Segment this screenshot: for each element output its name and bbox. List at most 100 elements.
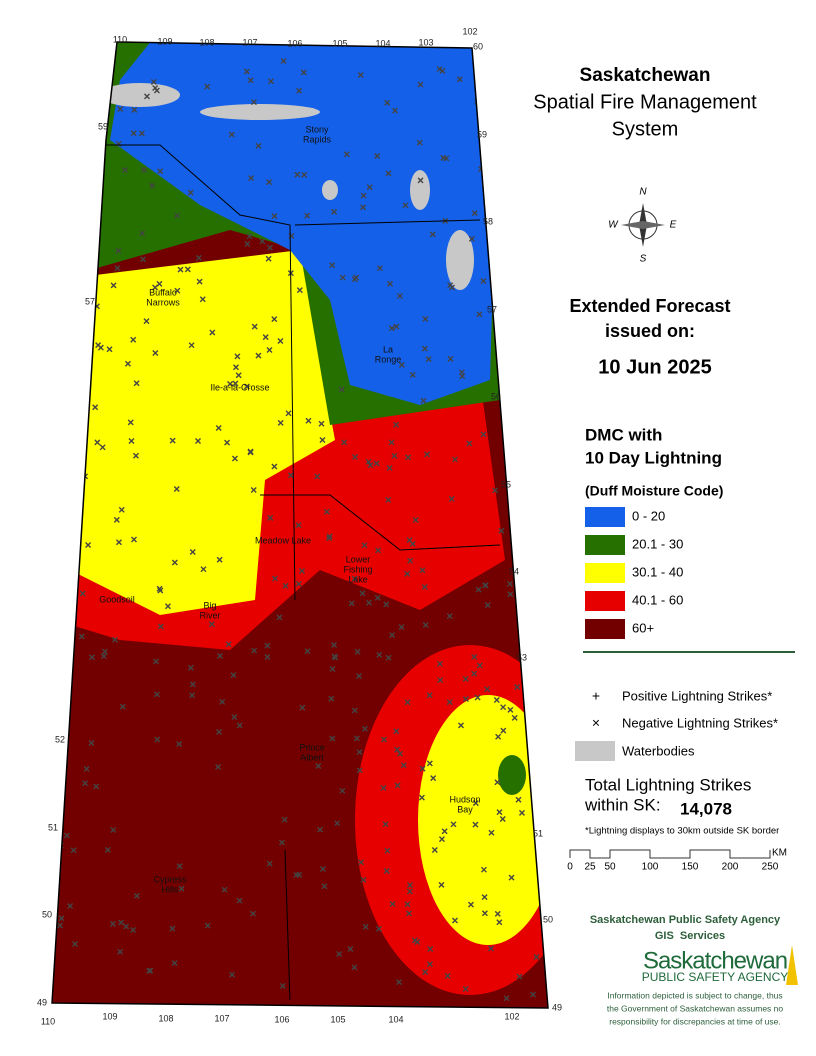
strike [138,130,145,137]
strike [279,982,286,989]
legend-swatch [585,507,625,527]
longitude-label: 105 [330,1014,345,1024]
strike [336,950,343,957]
strike [438,836,445,843]
strike [215,763,222,770]
strike [282,582,289,589]
strike [232,364,239,371]
zone-20-30 [498,755,526,795]
strike [266,179,273,186]
strike [492,487,499,494]
strike [484,686,491,693]
longitude-label: 108 [158,1013,173,1023]
strike [267,78,274,85]
strike [472,800,479,807]
strike [502,67,509,74]
strike [174,287,181,294]
legend-label: 40.1 - 60 [632,592,683,607]
strike [507,706,514,713]
scale-unit: KM [772,848,787,859]
strike [287,472,294,479]
legend-label: Negative Lightning Strikes* [622,715,778,730]
strike [115,140,122,147]
strike [67,903,74,910]
place-label: Stony [305,124,329,134]
strike [436,660,443,667]
strike [385,654,392,661]
longitude-label: 110 [113,34,127,44]
strike [99,444,106,451]
strike [149,182,156,189]
strike [471,210,478,217]
strike [88,131,95,138]
strike [375,547,382,554]
strike [85,541,92,548]
strike [195,254,202,261]
svg-text:N: N [639,187,647,198]
strike [507,591,514,598]
svg-text:W: W [608,220,619,231]
strike [402,202,409,209]
longitude-label: 103 [418,37,433,47]
strike [448,495,455,502]
strike [360,192,367,199]
strike [535,263,542,270]
strike [117,948,124,955]
strike [164,603,171,610]
strike [527,666,534,673]
strike [195,437,202,444]
strike [244,240,251,247]
strike [481,894,488,901]
strike [109,920,116,927]
longitude-label: 102 [462,26,477,36]
zone-30-40 [418,695,548,945]
strike [294,171,301,178]
strike [396,979,402,986]
strike [497,244,504,251]
strike [459,373,466,380]
strike [199,296,206,303]
strike [59,335,66,342]
strike [347,946,354,952]
strike [305,417,312,424]
strike [227,380,234,387]
strike [119,703,126,710]
longitude-label: 109 [157,36,172,46]
strike [176,741,183,748]
longitude-label: 105 [332,38,347,48]
strike [421,583,428,590]
strike [304,648,311,655]
strike [419,567,426,574]
legend-swatch [585,591,625,611]
strike [154,691,161,698]
legend-label: 20.1 - 30 [632,536,683,551]
strike [398,624,405,631]
strike [115,539,122,546]
strike [230,672,237,679]
strike [500,727,507,734]
strike [351,964,358,971]
strike [388,439,395,446]
strike [365,458,372,465]
strike [494,910,501,917]
strike [329,665,336,672]
strike [132,452,139,459]
strike [128,437,135,444]
strike [383,868,390,875]
strike [101,648,108,655]
strike [503,995,510,1002]
strike [511,714,518,721]
strike [385,496,392,503]
strike [484,602,491,609]
agency: Saskatchewan Public Safety Agency [590,914,781,926]
strike [417,177,424,184]
strike [424,451,431,458]
strike [250,487,257,494]
strike [271,316,278,323]
strike [110,827,117,834]
strike [174,212,181,219]
strike [152,284,159,291]
strike [89,654,96,661]
strike [229,971,236,978]
